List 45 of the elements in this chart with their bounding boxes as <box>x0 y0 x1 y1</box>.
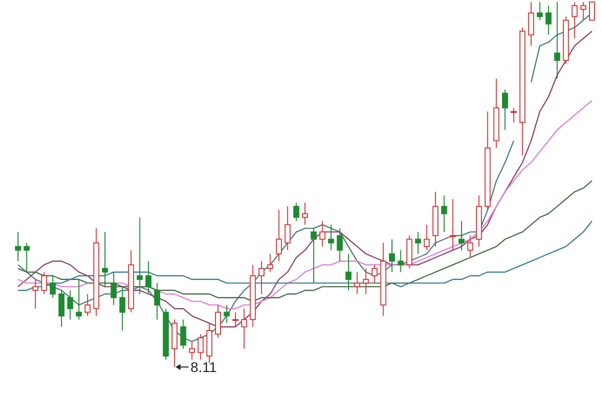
candlestick <box>110 272 117 306</box>
candlestick <box>241 308 248 350</box>
candlestick <box>198 334 204 360</box>
candlestick <box>319 220 326 248</box>
candlestick <box>215 304 222 338</box>
candlestick <box>206 322 212 364</box>
candlestick <box>398 250 404 273</box>
candlestick <box>188 340 195 360</box>
candlestick <box>145 260 152 294</box>
candlestick <box>441 194 448 232</box>
candlestick <box>136 216 143 294</box>
candlestick <box>250 264 256 328</box>
candlestick <box>32 278 38 310</box>
candlestick <box>224 304 230 324</box>
candlestick <box>302 202 308 226</box>
candlestick <box>415 231 422 254</box>
candlestick <box>546 5 552 36</box>
candlestick <box>554 2 560 80</box>
candlestick <box>354 272 360 294</box>
candlestick <box>458 220 465 251</box>
candlestick <box>119 286 126 331</box>
candlestick <box>388 238 395 273</box>
candlestick <box>154 282 160 320</box>
candlestick <box>493 78 500 148</box>
candlestick <box>102 231 108 288</box>
candlestick <box>467 235 474 258</box>
candlestick <box>432 191 438 248</box>
candlestick <box>328 224 334 251</box>
candlestick <box>276 210 282 262</box>
annotation: 8.11 <box>190 359 217 375</box>
candlestick <box>67 290 74 320</box>
candlestick <box>345 253 352 291</box>
candlestick <box>476 194 482 248</box>
candlestick <box>180 319 186 350</box>
candlestick <box>258 260 265 294</box>
candlestick <box>380 242 386 316</box>
candlestick <box>93 228 100 316</box>
candlestick <box>450 198 456 251</box>
candlestick <box>502 89 508 130</box>
candlestick <box>128 250 134 313</box>
candlestick <box>362 268 369 294</box>
candlestick <box>284 206 291 251</box>
candlestick <box>15 231 21 262</box>
candlestick <box>336 228 343 262</box>
candlestick <box>536 2 543 21</box>
